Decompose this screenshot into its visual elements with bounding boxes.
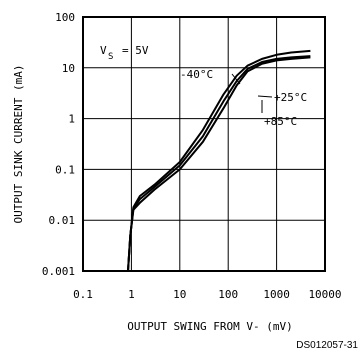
series-line-2 <box>127 56 311 272</box>
y-axis-label: OUTPUT SINK CURRENT (mA) <box>12 65 25 224</box>
y-tick-label: 0.1 <box>55 163 75 176</box>
x-axis-label: OUTPUT SWING FROM V- (mV) <box>127 320 293 333</box>
series-label-1-leader <box>257 95 273 98</box>
y-tick-label: 10 <box>62 62 75 75</box>
x-tick-label: 0.1 <box>73 288 93 301</box>
x-tick-label: 1000 <box>263 288 290 301</box>
series-line-1 <box>127 55 311 272</box>
y-tick-label: 0.001 <box>42 265 75 278</box>
series-label-1: +25°C <box>274 91 307 104</box>
x-tick-label: 10000 <box>308 288 341 301</box>
tick-labels: 0.1 1 10 100 1000 10000 100 10 1 0.1 0.01 0.001 <box>42 11 342 301</box>
grid <box>82 16 326 272</box>
series-layer <box>127 49 311 272</box>
series-label-0: -40°C <box>180 68 213 81</box>
plot-frame <box>82 16 326 272</box>
series-label-0-leader <box>231 73 241 85</box>
condition-annotation: V S = 5V <box>100 44 149 62</box>
x-tick-label: 10 <box>173 288 186 301</box>
y-tick-label: 1 <box>68 113 75 126</box>
series-label-2: +85°C <box>264 115 297 128</box>
x-tick-label: 1 <box>128 288 135 301</box>
x-tick-label: 100 <box>218 288 238 301</box>
condition-label: V <box>100 44 107 57</box>
series-line-0 <box>127 49 311 272</box>
y-tick-label: 0.01 <box>49 214 76 227</box>
figure-id: DS012057-31 <box>296 340 358 351</box>
series-labels: -40°C +25°C +85°C <box>180 68 307 128</box>
condition-subscript: S <box>108 52 113 62</box>
y-tick-label: 100 <box>55 11 75 24</box>
condition-value: = 5V <box>122 44 149 57</box>
